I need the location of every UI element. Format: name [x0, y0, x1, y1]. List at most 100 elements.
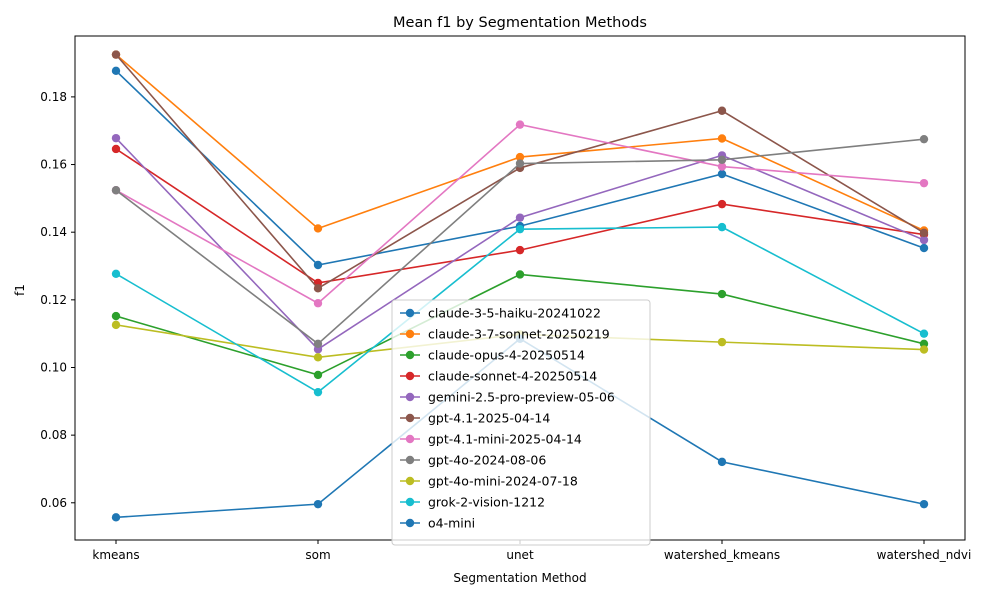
- data-point: [919, 235, 929, 245]
- x-axis-label: Segmentation Method: [453, 571, 586, 585]
- y-axis-label: f1: [13, 284, 27, 296]
- data-point: [515, 120, 525, 129]
- legend-marker-swatch: [405, 308, 415, 318]
- data-point: [111, 311, 121, 321]
- data-point: [919, 329, 929, 338]
- legend-item: gpt-4.1-mini-2025-04-14: [400, 432, 582, 447]
- data-point: [111, 66, 121, 76]
- legend-label: claude-3-7-sonnet-20250219: [428, 327, 610, 342]
- legend-label: claude-sonnet-4-20250514: [428, 369, 597, 384]
- data-point: [313, 353, 323, 362]
- legend-label: gpt-4.1-mini-2025-04-14: [428, 432, 582, 447]
- legend-marker-swatch: [405, 413, 415, 423]
- data-point: [717, 199, 727, 209]
- data-point: [919, 339, 929, 349]
- legend-box: [391, 299, 651, 546]
- y-tick-label: 0.08: [40, 428, 67, 442]
- series-claude-3-7-sonnet-20250219: [111, 50, 929, 235]
- legend-item: claude-opus-4-20250514: [400, 348, 585, 363]
- legend-marker-swatch: [405, 455, 415, 465]
- series-gpt-4o-2024-08-06: [111, 134, 929, 349]
- legend-label: claude-opus-4-20250514: [428, 348, 585, 363]
- legend-label: gpt-4o-2024-08-06: [428, 453, 546, 468]
- x-tick-label: som: [305, 548, 330, 562]
- data-point: [919, 345, 929, 354]
- data-point: [919, 228, 929, 238]
- data-point: [111, 269, 121, 278]
- data-point: [111, 50, 121, 59]
- data-point: [717, 337, 727, 347]
- legend-item: o4-mini: [400, 516, 475, 531]
- data-point: [515, 152, 525, 162]
- data-point: [717, 289, 727, 299]
- data-point: [313, 387, 323, 397]
- legend-label: grok-2-vision-1212: [428, 495, 545, 510]
- data-point: [515, 270, 525, 279]
- data-point: [111, 144, 121, 154]
- legend-label: gemini-2.5-pro-preview-05-06: [428, 390, 615, 405]
- data-point: [919, 243, 929, 253]
- y-tick-label: 0.18: [40, 90, 67, 104]
- x-tick-label: unet: [506, 548, 534, 562]
- legend-marker-swatch: [405, 518, 415, 528]
- y-tick-label: 0.12: [40, 293, 67, 307]
- y-tick-label: 0.06: [40, 496, 67, 510]
- data-point: [717, 169, 727, 179]
- axis-ticks: kmeans som unet watershed_kmeans watershed_n…: [40, 90, 971, 562]
- legend-marker-swatch: [405, 392, 415, 402]
- data-point: [313, 299, 323, 308]
- data-point: [313, 260, 323, 270]
- data-point: [717, 134, 727, 143]
- data-point: [313, 370, 323, 380]
- data-point: [313, 499, 323, 509]
- data-point: [313, 284, 323, 293]
- series-claude-opus-4-20250514: [111, 270, 929, 380]
- data-point: [515, 159, 525, 168]
- data-point: [515, 213, 525, 222]
- y-tick-label: 0.10: [40, 360, 67, 374]
- data-point: [717, 106, 727, 115]
- legend: claude-3-5-haiku-20241022 claude-3-7-sonn…: [391, 299, 651, 546]
- data-point: [717, 457, 727, 467]
- data-point: [111, 320, 121, 330]
- data-point: [717, 222, 727, 232]
- x-tick-label: watershed_kmeans: [664, 548, 780, 562]
- legend-label: gpt-4.1-2025-04-14: [428, 411, 550, 426]
- x-tick-label: watershed_ndvi: [877, 548, 972, 562]
- legend-label: o4-mini: [428, 516, 475, 531]
- legend-marker-swatch: [405, 329, 415, 339]
- x-tick-label: kmeans: [92, 548, 139, 562]
- legend-item: gpt-4o-2024-08-06: [400, 453, 546, 468]
- legend-item: grok-2-vision-1212: [400, 495, 545, 510]
- legend-marker-swatch: [405, 350, 415, 360]
- legend-item: gemini-2.5-pro-preview-05-06: [400, 390, 615, 405]
- legend-item: gpt-4o-mini-2024-07-18: [400, 474, 578, 489]
- data-point: [111, 186, 121, 195]
- data-point: [111, 133, 121, 143]
- y-tick-label: 0.14: [40, 225, 67, 239]
- data-point: [717, 162, 727, 171]
- legend-item: gpt-4.1-2025-04-14: [400, 411, 550, 426]
- legend-marker-swatch: [405, 497, 415, 507]
- data-point: [919, 134, 929, 144]
- data-point: [515, 224, 525, 234]
- chart-title: Mean f1 by Segmentation Methods: [393, 15, 647, 31]
- series-layer: [111, 50, 929, 522]
- series-grok-2-vision-1212: [111, 222, 929, 397]
- data-point: [313, 224, 323, 233]
- legend-label: claude-3-5-haiku-20241022: [428, 306, 601, 321]
- legend-marker-swatch: [405, 371, 415, 381]
- data-point: [313, 339, 323, 349]
- legend-item: claude-3-7-sonnet-20250219: [400, 327, 610, 342]
- legend-item: claude-3-5-haiku-20241022: [400, 306, 601, 321]
- data-point: [919, 499, 929, 509]
- data-point: [919, 178, 929, 188]
- legend-item: claude-sonnet-4-20250514: [400, 369, 597, 384]
- data-point: [717, 155, 727, 165]
- data-point: [111, 513, 121, 522]
- legend-marker-swatch: [405, 476, 415, 486]
- legend-marker-swatch: [405, 434, 415, 444]
- legend-label: gpt-4o-mini-2024-07-18: [428, 474, 578, 489]
- data-point: [515, 245, 525, 255]
